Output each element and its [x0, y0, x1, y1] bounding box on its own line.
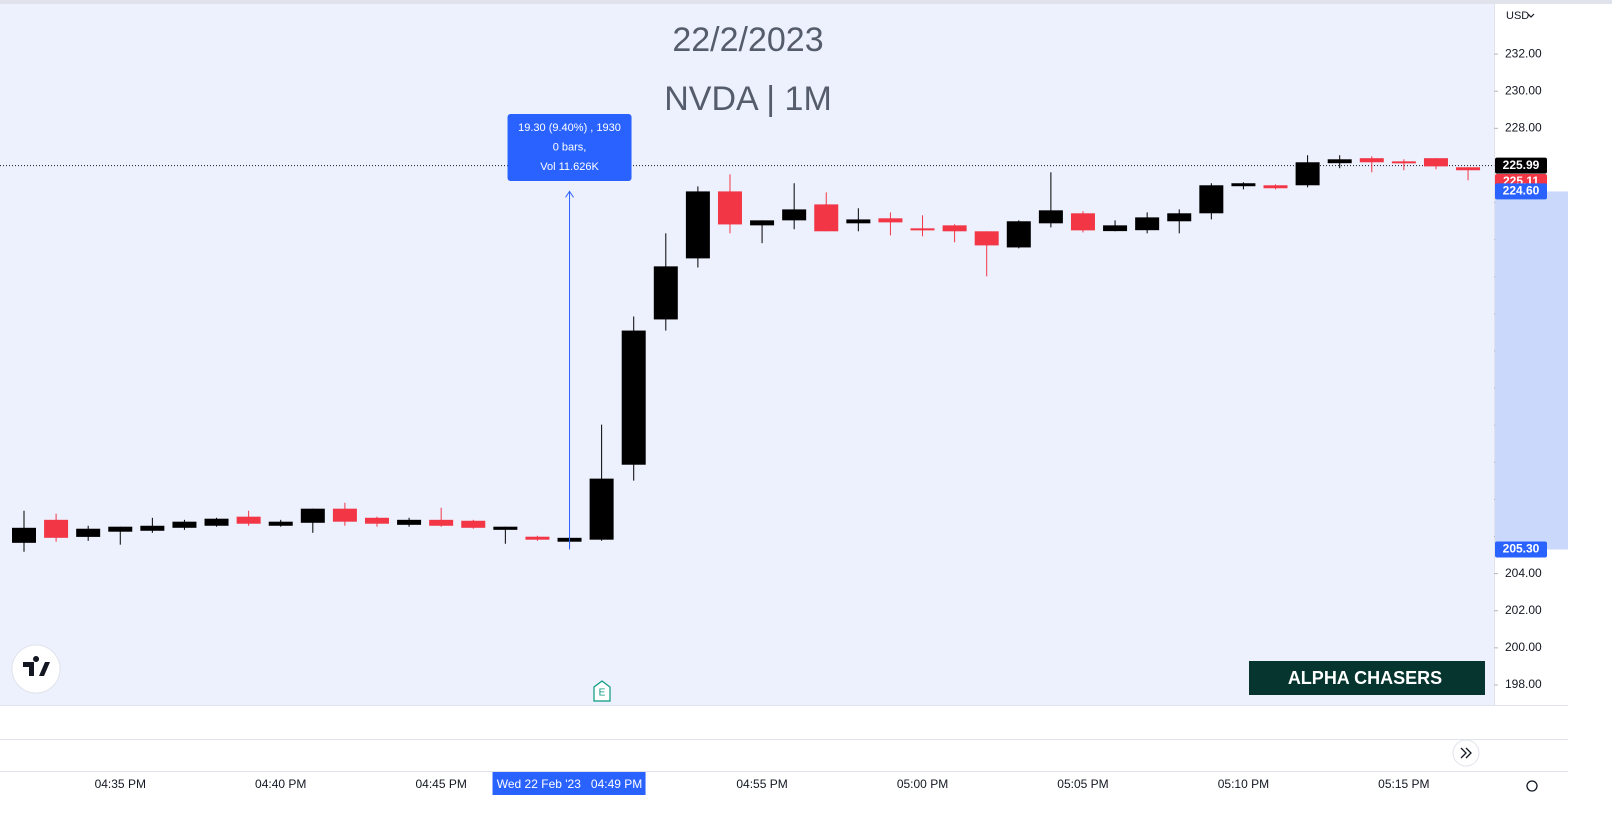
candle-body [1359, 158, 1384, 163]
candle-body [589, 478, 614, 540]
plot-background [0, 4, 1494, 705]
price-label-box [1495, 157, 1547, 174]
candle-body [782, 209, 807, 221]
x-tick-label: 05:05 PM [1057, 777, 1108, 791]
measure-arrow [565, 190, 574, 198]
logo-mark [23, 656, 50, 676]
candle-body [717, 191, 742, 225]
watermark: ALPHA CHASERS [1288, 668, 1442, 688]
candle-body [1006, 221, 1031, 248]
chart-subtitle: NVDA | 1M [664, 80, 832, 118]
candle-body [1391, 161, 1416, 164]
watermark-box [1249, 661, 1485, 695]
price-label: 205.30 [1503, 542, 1540, 556]
candle-body [12, 527, 36, 543]
candle-body [1327, 159, 1352, 164]
candle-body [493, 526, 518, 530]
x-tick-label: 04:45 PM [415, 777, 466, 791]
candle-body [204, 518, 229, 526]
top-border [0, 0, 1612, 4]
candle-body [1070, 213, 1095, 231]
scroll-icon [1460, 747, 1472, 759]
currency-chevron[interactable] [1527, 13, 1535, 18]
candle-body [1423, 158, 1448, 167]
measure-box [507, 114, 632, 181]
x-tick-label: 04:40 PM [255, 777, 306, 791]
candle-body [1167, 213, 1192, 222]
candle-body [76, 528, 101, 537]
y-tick-label: 204.00 [1505, 566, 1542, 580]
candle-body [621, 330, 646, 465]
candle-body [300, 508, 325, 523]
candle-body [140, 525, 165, 531]
event-badge-shape[interactable] [593, 680, 611, 702]
chart-title: 22/2/2023 [672, 21, 823, 59]
candle-body [1135, 217, 1160, 231]
candle-body [1038, 210, 1063, 224]
y-tick-label: 200.00 [1505, 640, 1542, 654]
price-label: 225.99 [1503, 158, 1540, 172]
plot-area: 19.30 (9.40%) , 1930 0 bars, Vol 11.626K [0, 114, 1494, 552]
candle-body [1199, 185, 1224, 214]
candle-body [685, 191, 710, 259]
x-tick-label: 04:55 PM [736, 777, 787, 791]
candle-body [910, 228, 935, 231]
candle-body [942, 225, 967, 232]
candle-body [525, 536, 550, 540]
crosshair-time-label: Wed 22 Feb '23 04:49 PM [497, 777, 643, 791]
candle-body [236, 516, 261, 524]
candle-body [108, 526, 133, 532]
x-tick-label: 04:35 PM [95, 777, 146, 791]
x-tick-label: 05:15 PM [1378, 777, 1429, 791]
settings-icon[interactable] [1526, 780, 1538, 792]
x-tick-label: 05:00 PM [897, 777, 948, 791]
candle-body [268, 521, 293, 526]
measure-text: Vol 11.626K [540, 161, 599, 173]
candle-body [44, 519, 69, 538]
candle-body [1456, 167, 1481, 171]
candle-body [974, 231, 999, 246]
currency-label[interactable]: USD [1506, 10, 1529, 22]
y-tick-label: 232.00 [1505, 46, 1542, 60]
candle-body [1231, 183, 1256, 187]
candle-body [429, 519, 454, 526]
y-tick-label: 198.00 [1505, 677, 1542, 691]
price-label: 224.60 [1503, 184, 1540, 198]
measure-text: 0 bars, [553, 141, 587, 153]
candle-body [878, 218, 903, 223]
candle-body [332, 508, 357, 522]
candle-body [1295, 162, 1320, 186]
price-axis-labels: 198.00200.00202.00204.00206.00208.00210.… [1494, 46, 1568, 691]
candle-body [397, 519, 422, 525]
candle-body [814, 204, 839, 232]
price-label-box [1495, 541, 1547, 558]
candle-body [1263, 185, 1288, 189]
candle-body [461, 520, 486, 528]
y-tick-label: 230.00 [1505, 83, 1542, 97]
y-tick-label: 228.00 [1505, 120, 1542, 134]
crosshair-time-box [492, 772, 646, 795]
y-tick-label: 202.00 [1505, 603, 1542, 617]
x-tick-label: 05:10 PM [1218, 777, 1269, 791]
logo[interactable] [11, 644, 61, 694]
measure-text: 19.30 (9.40%) , 1930 [518, 122, 621, 134]
candle-body [846, 219, 871, 224]
candle-body [1103, 225, 1128, 232]
candle-body [750, 220, 775, 226]
measure-axis-band [1495, 191, 1568, 550]
candle-body [653, 266, 678, 320]
price-label-box [1495, 183, 1547, 200]
event-badge[interactable]: E [599, 688, 606, 699]
candle-body [172, 521, 197, 528]
candle-body [364, 517, 389, 524]
